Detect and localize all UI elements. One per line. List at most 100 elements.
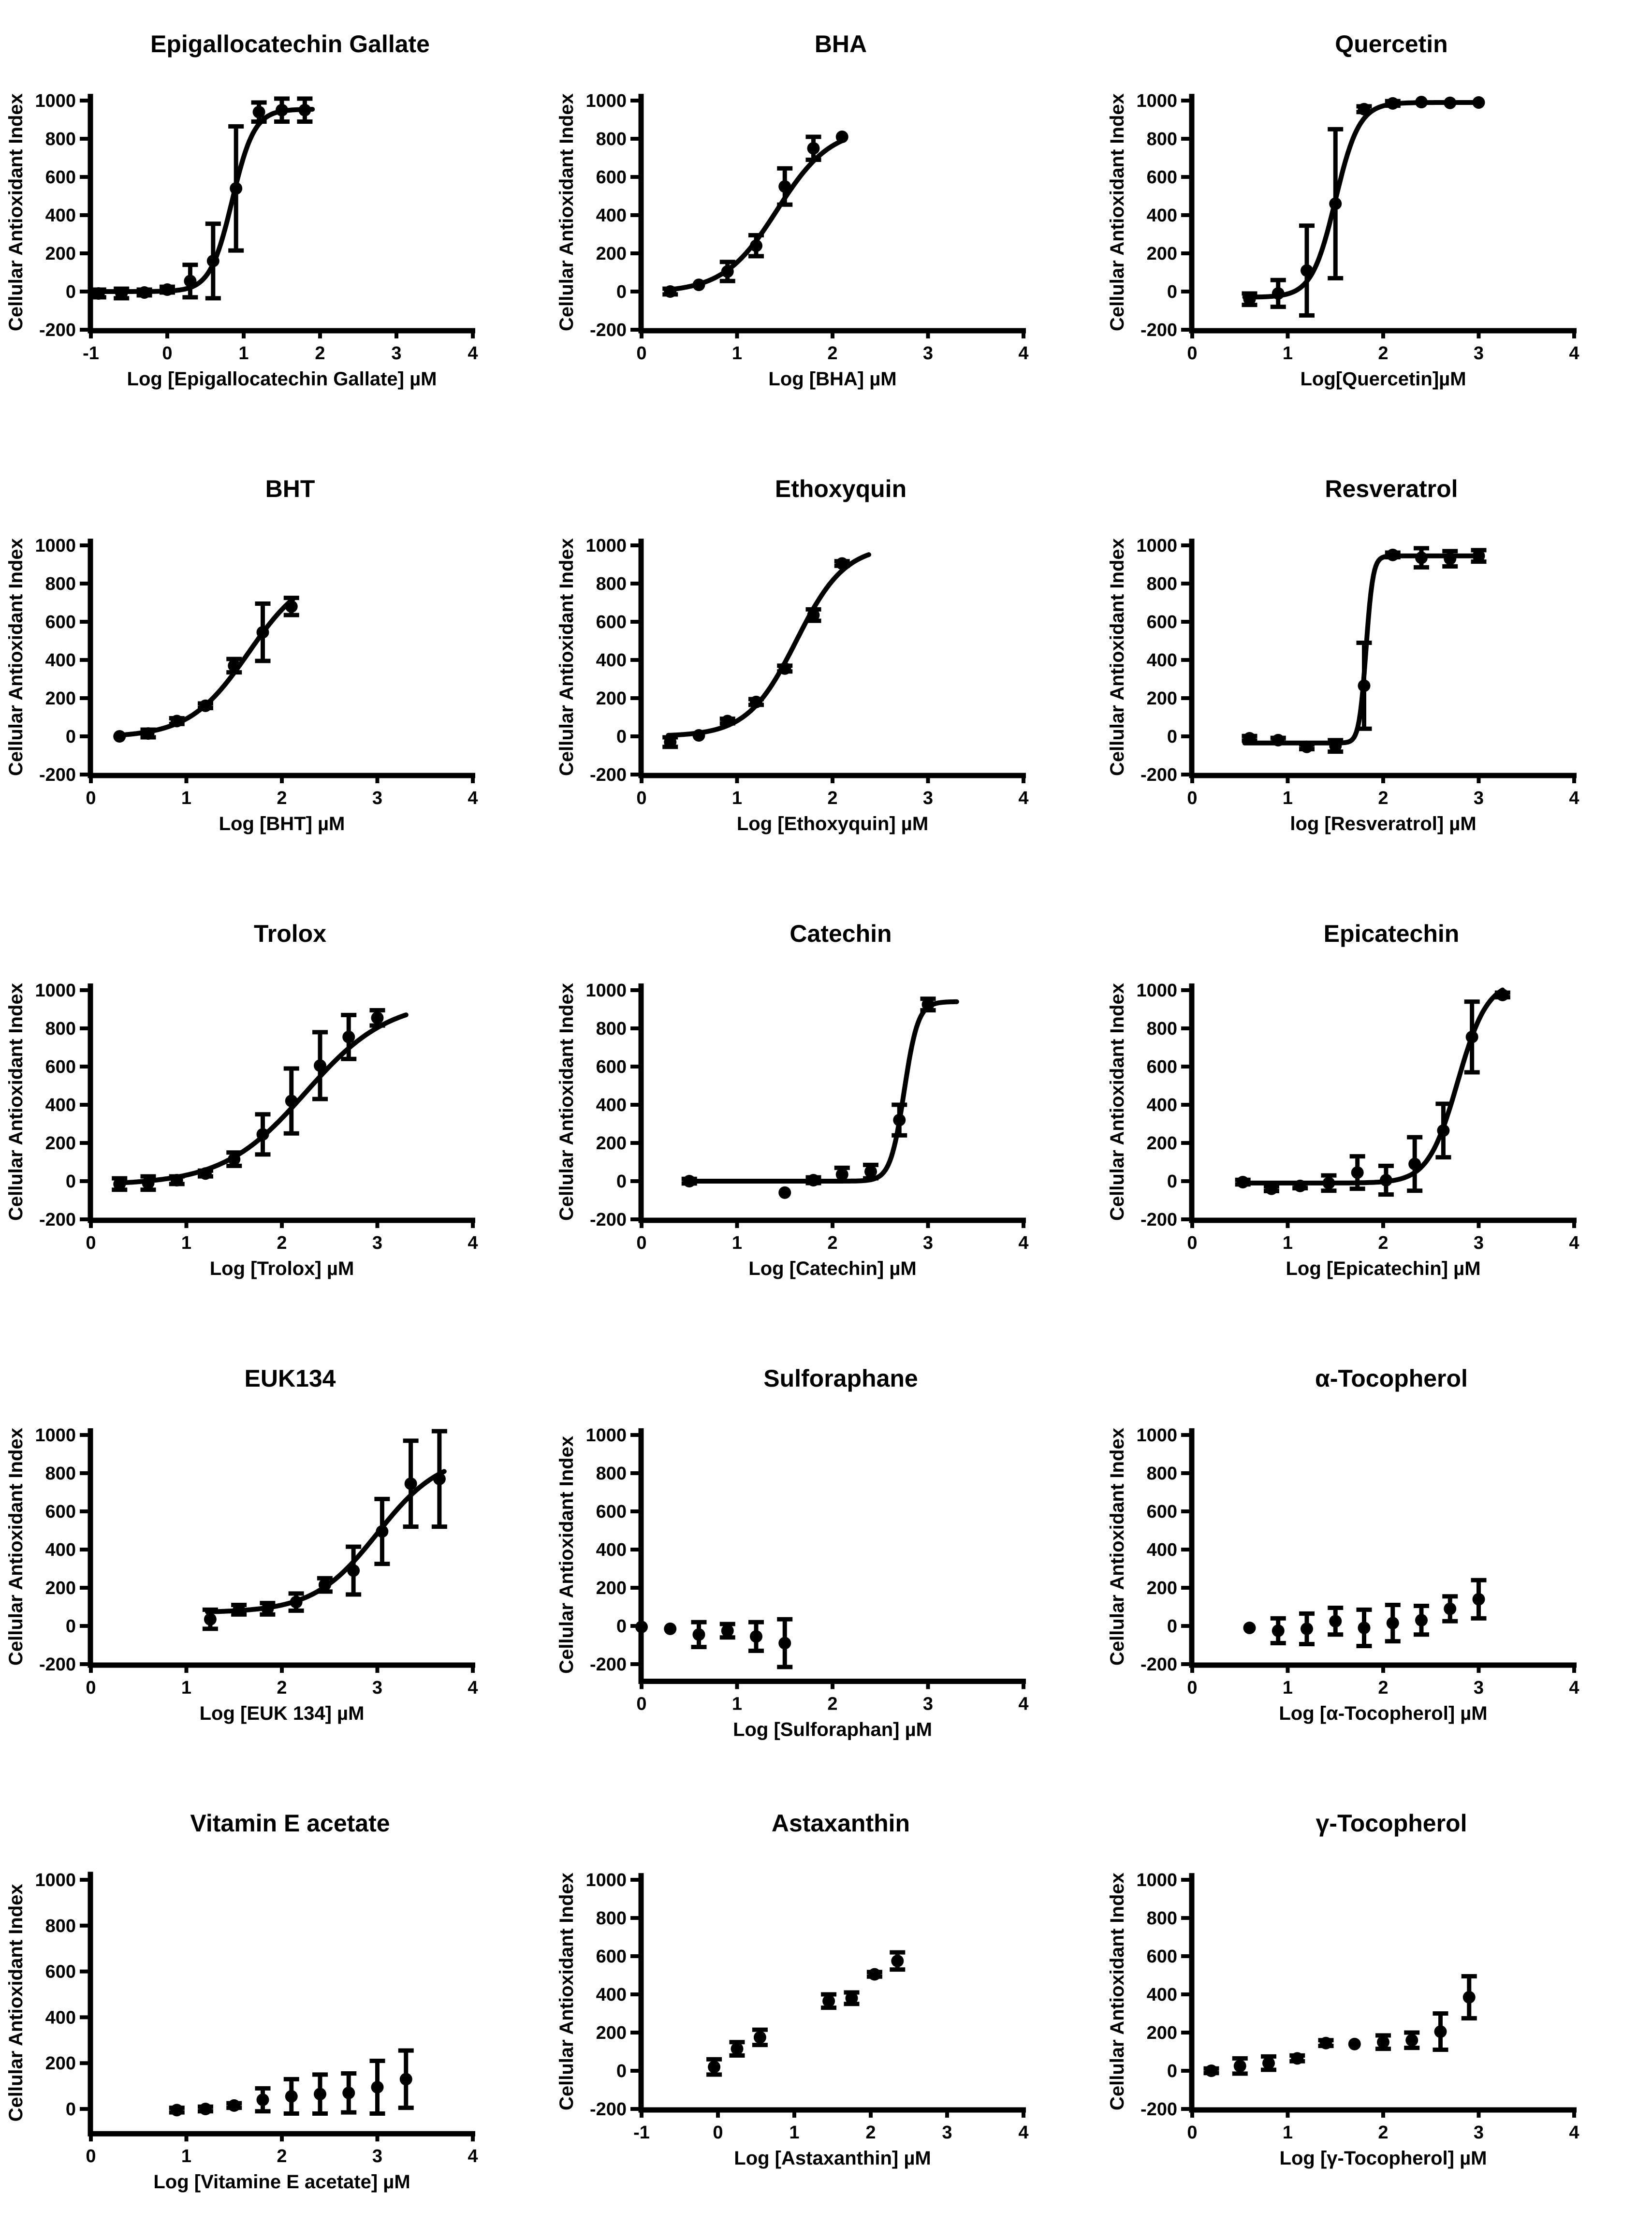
x-tick-label: 2 xyxy=(827,788,837,808)
x-tick-label: 4 xyxy=(1569,1678,1579,1698)
fit-curve xyxy=(666,552,871,738)
y-tick-label: 400 xyxy=(596,1540,627,1560)
data-point xyxy=(721,1624,734,1637)
data-point xyxy=(1265,1182,1278,1195)
y-tick-label: 400 xyxy=(596,650,627,671)
chart-cell-epicatechin: Epicatechin Cellular Antioxidant Index -20… xyxy=(1101,890,1652,1334)
axis-lines xyxy=(1189,1873,1577,2113)
y-axis-label: Cellular Antioxidant Index xyxy=(1107,538,1128,776)
x-tick-label: 3 xyxy=(372,788,382,808)
chart-trolox: Trolox Cellular Antioxidant Index -200 0 200… xyxy=(5,920,478,1279)
x-tick-label: 1 xyxy=(1283,1678,1293,1698)
y-tick-label: 800 xyxy=(1147,1464,1177,1484)
x-tick-label: 0 xyxy=(86,1233,96,1253)
data-point xyxy=(1386,1617,1399,1630)
data-point xyxy=(1272,733,1285,747)
data-point xyxy=(778,180,791,193)
y-tick-label: 800 xyxy=(596,1019,627,1039)
chart-resveratrol: Resveratrol Cellular Antioxidant Index -20… xyxy=(1107,475,1579,834)
chart-cell-resveratrol: Resveratrol Cellular Antioxidant Index -20… xyxy=(1101,445,1652,890)
x-tick-label: 2 xyxy=(277,1678,287,1698)
data-point xyxy=(230,182,243,195)
chart-cell-quercetin: Quercetin Cellular Antioxidant Index -200 0… xyxy=(1101,0,1652,445)
chart-title: Ethoxyquin xyxy=(775,475,906,502)
y-tick-label: 400 xyxy=(596,1985,627,2005)
data-point xyxy=(1405,2034,1418,2047)
chart-title: EUK134 xyxy=(245,1365,336,1392)
data-point xyxy=(1272,287,1285,300)
chart-bha: BHA Cellular Antioxidant Index -200 0 200 400… xyxy=(556,30,1029,390)
data-point xyxy=(1434,2025,1447,2038)
data-point xyxy=(290,1596,303,1609)
y-tick-label: 0 xyxy=(1167,282,1177,302)
data-point xyxy=(256,626,269,639)
data-point xyxy=(199,699,212,712)
chart-alpha-tocopherol: α-Tocopherol Cellular Antioxidant Index -2… xyxy=(1107,1365,1579,1724)
y-tick-label: 1000 xyxy=(585,1425,627,1446)
y-tick-label: -200 xyxy=(39,1210,76,1230)
y-tick-label: 200 xyxy=(45,2053,76,2074)
data-point xyxy=(298,103,311,117)
x-tick-label: 1 xyxy=(1283,2123,1293,2143)
chart-title: Epigallocatechin Gallate xyxy=(150,30,430,58)
data-point xyxy=(1386,548,1399,561)
y-tick-label: 1000 xyxy=(585,91,627,111)
x-tick-label: 4 xyxy=(1018,2123,1028,2143)
data-point xyxy=(1358,1621,1371,1634)
x-tick-label: 3 xyxy=(1474,2123,1484,2143)
data-point xyxy=(1437,1124,1450,1137)
x-tick-label: 2 xyxy=(1378,1233,1388,1253)
data-point xyxy=(1462,1991,1476,2004)
y-tick-label: 0 xyxy=(616,2061,627,2081)
data-point xyxy=(835,1168,848,1181)
x-tick-label: 0 xyxy=(162,343,172,364)
x-tick-label: 0 xyxy=(1187,1233,1197,1253)
x-tick-label: 0 xyxy=(713,2123,723,2143)
x-axis-label: Log [BHA] µM xyxy=(768,368,896,390)
y-axis-label: Cellular Antioxidant Index xyxy=(1107,93,1128,331)
x-tick-label: 3 xyxy=(923,1694,933,1714)
chart-catechin: Catechin Cellular Antioxidant Index -200 0 2… xyxy=(556,920,1029,1279)
chart-title: Epicatechin xyxy=(1324,920,1460,947)
data-point xyxy=(1236,1175,1249,1188)
fit-curve xyxy=(1242,100,1481,300)
chart-title: Trolox xyxy=(254,920,326,947)
x-tick-label: 3 xyxy=(372,1233,382,1253)
y-tick-label: 1000 xyxy=(585,1870,627,1890)
data-point xyxy=(233,1603,246,1616)
x-tick-label: 4 xyxy=(1018,1233,1028,1253)
y-tick-label: 600 xyxy=(45,1962,76,1982)
x-tick-label: 0 xyxy=(1187,2123,1197,2143)
x-tick-label: 3 xyxy=(923,788,933,808)
data-point xyxy=(228,659,241,672)
x-axis-label: Log [Sulforaphan] µM xyxy=(733,1719,932,1741)
data-point xyxy=(170,1174,183,1187)
data-point xyxy=(822,1994,835,2007)
y-tick-label: 800 xyxy=(596,1464,627,1484)
chart-astaxanthin: Astaxanthin Cellular Antioxidant Index -20… xyxy=(556,1810,1029,2169)
data-point xyxy=(1351,1166,1364,1179)
data-point xyxy=(142,1176,155,1189)
data-point xyxy=(664,285,677,298)
y-tick-label: -200 xyxy=(1140,2099,1177,2120)
data-point xyxy=(692,278,705,292)
data-point xyxy=(664,1622,677,1635)
chart-cell-epigallocatechin-gallate: Epigallocatechin Gallate Cellular Antioxi… xyxy=(0,0,551,445)
y-tick-label: -200 xyxy=(590,1654,627,1675)
y-tick-label: -200 xyxy=(1140,765,1177,785)
x-tick-label: 4 xyxy=(468,1233,478,1253)
data-point xyxy=(750,239,762,252)
data-point xyxy=(778,1637,791,1650)
data-point xyxy=(161,283,174,296)
x-axis-label: Log [Catechin] µM xyxy=(748,1258,916,1279)
x-axis-label: Log [Epicatechin] µM xyxy=(1286,1258,1480,1279)
data-point xyxy=(113,1177,126,1190)
x-tick-label: 3 xyxy=(372,1678,382,1698)
y-tick-label: 400 xyxy=(1147,1540,1177,1560)
data-point xyxy=(256,2093,269,2107)
data-point xyxy=(1472,549,1485,562)
data-point xyxy=(835,131,848,144)
chart-title: Quercetin xyxy=(1335,30,1447,58)
data-point xyxy=(138,286,151,299)
data-point xyxy=(1243,732,1256,745)
